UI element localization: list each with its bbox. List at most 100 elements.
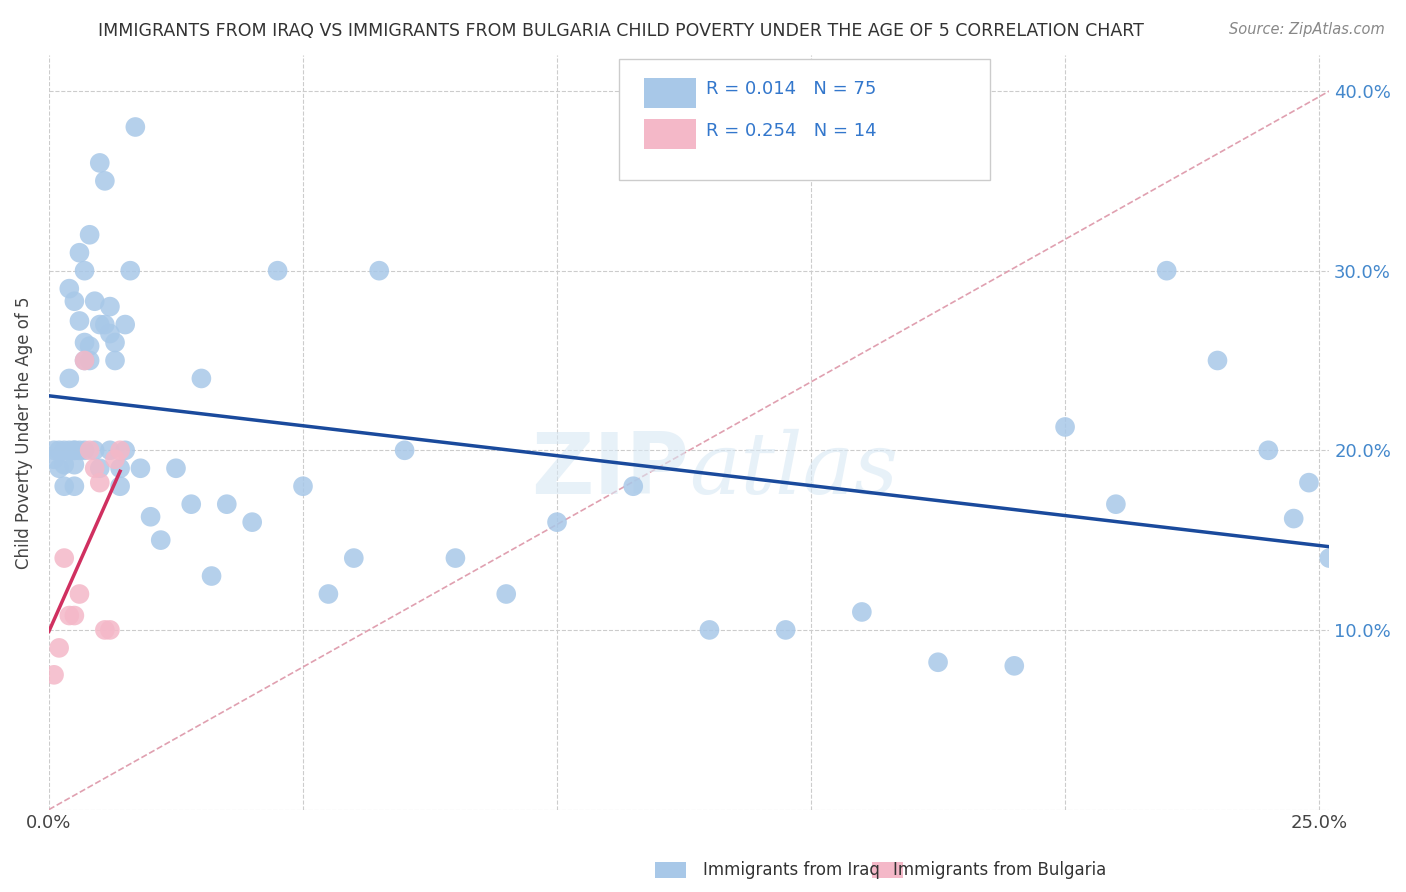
Point — [292, 479, 315, 493]
Point — [83, 294, 105, 309]
Point — [58, 443, 80, 458]
Point — [53, 479, 76, 493]
Point — [79, 353, 101, 368]
Point — [69, 245, 91, 260]
Point — [1298, 475, 1320, 490]
Point — [89, 461, 111, 475]
Point — [114, 443, 136, 458]
Point — [180, 497, 202, 511]
Point — [1317, 551, 1340, 566]
Point — [621, 479, 644, 493]
FancyBboxPatch shape — [644, 120, 696, 150]
Point — [79, 339, 101, 353]
Point — [129, 461, 152, 475]
Point — [89, 156, 111, 170]
Point — [94, 623, 117, 637]
Point — [104, 353, 127, 368]
Point — [266, 263, 288, 277]
Text: IMMIGRANTS FROM IRAQ VS IMMIGRANTS FROM BULGARIA CHILD POVERTY UNDER THE AGE OF : IMMIGRANTS FROM IRAQ VS IMMIGRANTS FROM … — [98, 22, 1144, 40]
Point — [94, 174, 117, 188]
Y-axis label: Child Poverty Under the Age of 5: Child Poverty Under the Age of 5 — [15, 296, 32, 568]
Point — [1156, 263, 1178, 277]
Point — [69, 587, 91, 601]
Text: atlas: atlas — [689, 429, 898, 511]
Point — [83, 461, 105, 475]
Point — [1206, 353, 1229, 368]
Point — [63, 608, 86, 623]
Point — [318, 587, 340, 601]
Text: Immigrants from Iraq: Immigrants from Iraq — [703, 861, 880, 879]
Point — [73, 263, 96, 277]
Point — [69, 443, 91, 458]
Point — [200, 569, 222, 583]
Point — [120, 263, 142, 277]
Point — [1002, 658, 1025, 673]
Point — [98, 326, 121, 341]
Point — [114, 318, 136, 332]
Point — [53, 443, 76, 458]
Point — [1257, 443, 1279, 458]
Point — [98, 623, 121, 637]
Point — [53, 458, 76, 472]
FancyBboxPatch shape — [619, 59, 990, 179]
Point — [94, 318, 117, 332]
Point — [89, 475, 111, 490]
Point — [98, 300, 121, 314]
Point — [190, 371, 212, 385]
Point — [149, 533, 172, 548]
Point — [73, 443, 96, 458]
Point — [394, 443, 416, 458]
Text: R = 0.014   N = 75: R = 0.014 N = 75 — [706, 80, 876, 98]
Point — [89, 318, 111, 332]
Point — [48, 640, 70, 655]
Point — [63, 443, 86, 458]
Point — [63, 458, 86, 472]
Point — [42, 452, 65, 467]
Point — [108, 443, 131, 458]
Text: Source: ZipAtlas.com: Source: ZipAtlas.com — [1229, 22, 1385, 37]
Point — [53, 551, 76, 566]
Point — [546, 515, 568, 529]
Point — [73, 353, 96, 368]
Point — [343, 551, 366, 566]
Point — [108, 479, 131, 493]
Point — [63, 479, 86, 493]
Point — [1282, 511, 1305, 525]
Point — [73, 335, 96, 350]
Point — [699, 623, 721, 637]
Point — [165, 461, 187, 475]
Point — [63, 294, 86, 309]
Text: ZIP: ZIP — [531, 428, 689, 511]
Point — [927, 655, 949, 669]
Point — [79, 227, 101, 242]
Text: R = 0.254   N = 14: R = 0.254 N = 14 — [706, 121, 876, 139]
Point — [495, 587, 517, 601]
Point — [108, 461, 131, 475]
Point — [69, 314, 91, 328]
Point — [42, 443, 65, 458]
Point — [368, 263, 391, 277]
Point — [240, 515, 263, 529]
Point — [73, 353, 96, 368]
Point — [48, 443, 70, 458]
FancyBboxPatch shape — [644, 78, 696, 108]
Point — [63, 443, 86, 458]
Text: Immigrants from Bulgaria: Immigrants from Bulgaria — [893, 861, 1107, 879]
Point — [79, 443, 101, 458]
Point — [58, 608, 80, 623]
Point — [58, 282, 80, 296]
Point — [58, 371, 80, 385]
Point — [444, 551, 467, 566]
Point — [42, 668, 65, 682]
Point — [83, 443, 105, 458]
Point — [139, 509, 162, 524]
Point — [215, 497, 238, 511]
Point — [775, 623, 797, 637]
Point — [104, 452, 127, 467]
Point — [124, 120, 146, 134]
Point — [1054, 420, 1077, 434]
Point — [48, 461, 70, 475]
Point — [98, 443, 121, 458]
Point — [851, 605, 873, 619]
Point — [1105, 497, 1128, 511]
